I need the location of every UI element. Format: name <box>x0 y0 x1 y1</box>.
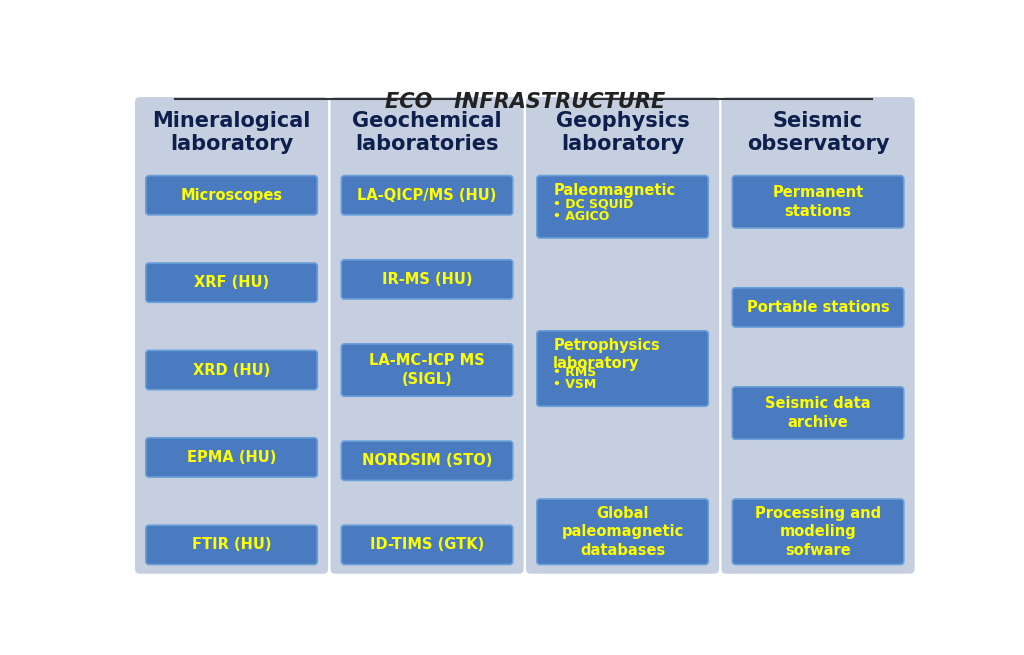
FancyBboxPatch shape <box>145 176 317 215</box>
Text: NORDSIM (STO): NORDSIM (STO) <box>361 453 493 468</box>
Text: LA-QICP/MS (HU): LA-QICP/MS (HU) <box>357 188 497 203</box>
Text: • VSM: • VSM <box>553 378 596 391</box>
Text: Seismic
observatory: Seismic observatory <box>746 111 889 154</box>
FancyBboxPatch shape <box>732 499 904 565</box>
Text: LA-MC-ICP MS
(SIGL): LA-MC-ICP MS (SIGL) <box>370 353 485 387</box>
Text: FTIR (HU): FTIR (HU) <box>191 537 271 552</box>
Text: Petrophysics
laboratory: Petrophysics laboratory <box>553 339 659 371</box>
Text: XRD (HU): XRD (HU) <box>193 363 270 377</box>
FancyBboxPatch shape <box>145 350 317 390</box>
FancyBboxPatch shape <box>341 525 513 565</box>
Text: Paleomagnetic: Paleomagnetic <box>553 183 675 198</box>
FancyBboxPatch shape <box>526 97 719 574</box>
Text: Portable stations: Portable stations <box>746 300 890 315</box>
FancyBboxPatch shape <box>341 344 513 396</box>
FancyBboxPatch shape <box>537 499 709 565</box>
FancyBboxPatch shape <box>341 260 513 299</box>
FancyBboxPatch shape <box>537 176 709 238</box>
FancyBboxPatch shape <box>732 387 904 440</box>
FancyBboxPatch shape <box>145 263 317 303</box>
FancyBboxPatch shape <box>732 176 904 228</box>
FancyBboxPatch shape <box>537 331 709 406</box>
FancyBboxPatch shape <box>145 525 317 565</box>
FancyBboxPatch shape <box>341 441 513 480</box>
Text: Global
paleomagnetic
databases: Global paleomagnetic databases <box>561 506 684 558</box>
FancyBboxPatch shape <box>135 97 328 574</box>
Text: • AGICO: • AGICO <box>553 210 609 223</box>
Text: XRF (HU): XRF (HU) <box>194 275 269 290</box>
Text: ECO   INFRASTRUCTURE: ECO INFRASTRUCTURE <box>385 92 665 112</box>
Text: Processing and
modeling
sofware: Processing and modeling sofware <box>755 506 881 558</box>
Text: Mineralogical
laboratory: Mineralogical laboratory <box>153 111 310 154</box>
FancyBboxPatch shape <box>331 97 523 574</box>
Text: ID-TIMS (GTK): ID-TIMS (GTK) <box>370 537 484 552</box>
Text: Geophysics
laboratory: Geophysics laboratory <box>556 111 689 154</box>
Text: Microscopes: Microscopes <box>180 188 283 203</box>
Text: IR-MS (HU): IR-MS (HU) <box>382 272 472 287</box>
FancyBboxPatch shape <box>341 176 513 215</box>
Text: • DC SQUID: • DC SQUID <box>553 198 634 211</box>
Text: EPMA (HU): EPMA (HU) <box>186 450 276 465</box>
Text: Seismic data
archive: Seismic data archive <box>765 396 870 430</box>
FancyBboxPatch shape <box>145 438 317 477</box>
FancyBboxPatch shape <box>732 288 904 327</box>
FancyBboxPatch shape <box>722 97 914 574</box>
Text: Geochemical
laboratories: Geochemical laboratories <box>352 111 502 154</box>
Text: Permanent
stations: Permanent stations <box>772 185 863 219</box>
Text: • RMS: • RMS <box>553 366 596 379</box>
